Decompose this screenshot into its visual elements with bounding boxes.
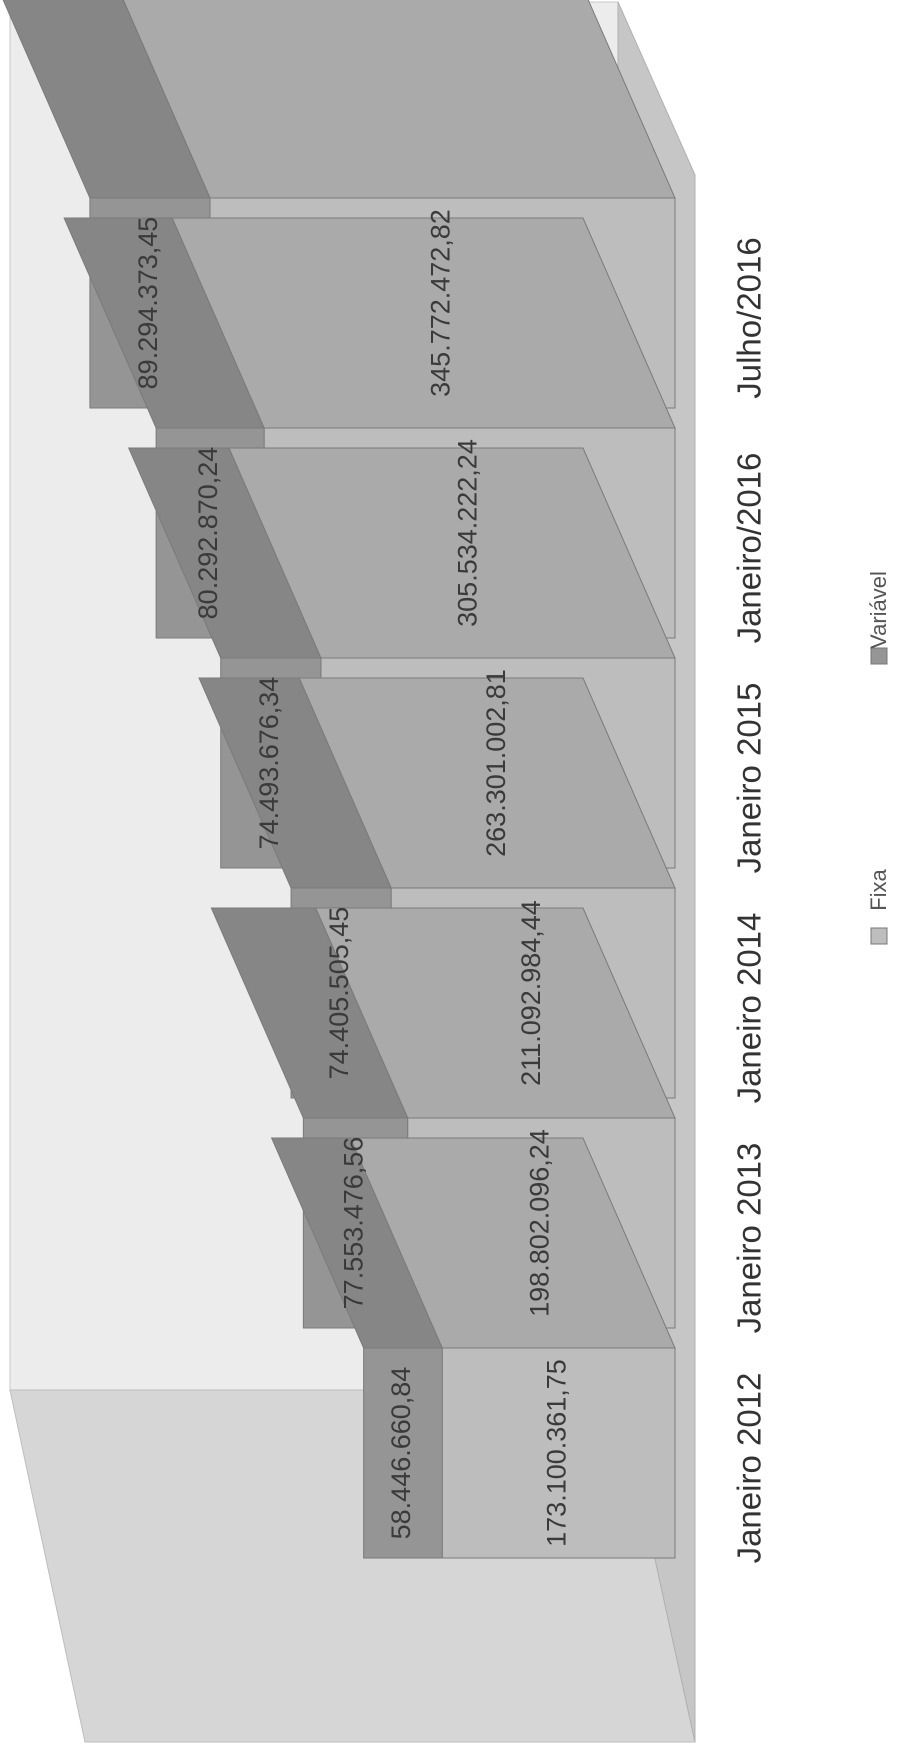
value-label-variavel-2: 74.405.505,45 [324, 907, 354, 1080]
category-label-5: Julho/2016 [731, 237, 768, 398]
category-labels-group: Julho/2016 Janeiro/2016 Janeiro 2015 Janeir… [731, 237, 768, 1563]
bars-group [2, 0, 676, 1559]
value-label-variavel-5: 89.294.373,45 [133, 217, 163, 390]
value-label-variavel-3: 74.493.676,34 [254, 677, 284, 850]
category-label-2: Janeiro 2014 [731, 913, 768, 1104]
bar-fixa-0 [441, 1347, 676, 1559]
value-label-variavel-4: 80.292.870,24 [193, 447, 223, 620]
bar-variavel-0 [363, 1347, 443, 1559]
legend-label-fixa: Fixa [866, 868, 891, 910]
value-label-variavel-0: 58.446.660,84 [386, 1367, 416, 1540]
value-label-fixa-1: 198.802.096,24 [524, 1129, 554, 1317]
value-label-variavel-1: 77.553.476,56 [339, 1137, 369, 1310]
value-label-fixa-5: 345.772.472,82 [426, 209, 456, 397]
value-label-fixa-3: 263.301.002,81 [481, 669, 511, 857]
value-labels-group: 345.772.472,82 89.294.373,45 305.534.222,2… [133, 209, 572, 1547]
bar-fixa-5-top-face [122, 0, 676, 199]
value-label-fixa-2: 211.092.984,44 [516, 900, 546, 1086]
value-label-fixa-4: 305.534.222,24 [453, 439, 483, 627]
legend-swatch-fixa [870, 927, 888, 945]
category-label-4: Janeiro/2016 [731, 453, 768, 644]
category-label-0: Janeiro 2012 [731, 1373, 768, 1564]
legend-label-variavel: Variável [866, 571, 891, 649]
legend-swatch-variavel [870, 647, 888, 665]
value-label-fixa-0: 173.100.361,75 [542, 1359, 572, 1547]
legend: Fixa Variável [866, 571, 891, 945]
category-label-3: Janeiro 2015 [731, 683, 768, 874]
category-label-1: Janeiro 2013 [731, 1143, 768, 1334]
